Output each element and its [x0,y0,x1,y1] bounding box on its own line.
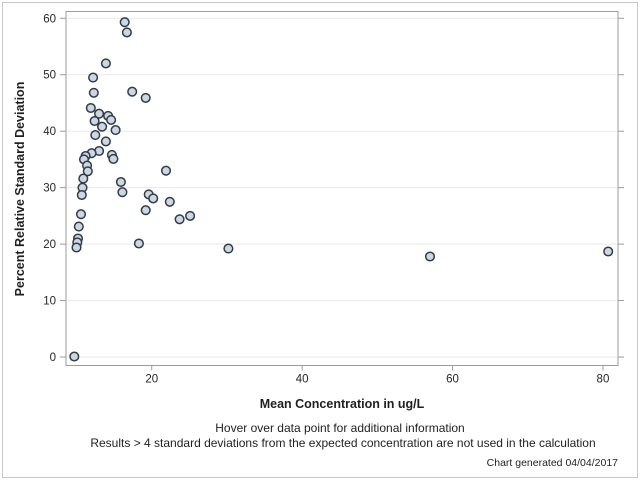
y-tick-label: 50 [43,70,56,82]
data-point[interactable] [160,165,172,176]
x-tick-label: 40 [296,374,309,386]
x-axis-title: Mean Concentration in ug/L [259,397,425,411]
data-point[interactable] [115,176,126,188]
data-point[interactable] [88,72,99,83]
data-point[interactable] [603,246,614,257]
data-point[interactable] [127,86,138,97]
data-point[interactable] [76,189,87,201]
data-point[interactable] [88,87,99,98]
data-point[interactable] [110,125,121,136]
y-tick-label: 0 [50,352,56,364]
data-point[interactable] [424,251,436,262]
data-point[interactable] [69,351,80,362]
data-point[interactable] [82,166,93,177]
data-point[interactable] [85,102,96,114]
data-point[interactable] [223,243,234,254]
data-point[interactable] [117,187,128,198]
data-point[interactable] [106,114,117,125]
data-point[interactable] [133,238,144,249]
data-point[interactable] [75,209,87,220]
data-point[interactable] [78,173,89,184]
chart-generated-note: Chart generated 04/04/2017 [486,457,618,469]
data-point[interactable] [100,58,111,69]
data-point[interactable] [90,130,101,141]
y-tick-label: 10 [43,296,56,308]
data-point[interactable] [73,221,84,232]
y-tick-label: 30 [43,183,56,195]
data-point[interactable] [71,242,82,253]
data-point[interactable] [164,196,175,207]
data-point[interactable] [97,121,108,132]
footnote-exclusion: Results > 4 standard deviations from the… [90,436,596,450]
data-point[interactable] [121,27,132,38]
data-point[interactable] [119,17,130,28]
data-point[interactable] [140,92,151,103]
data-point[interactable] [174,214,185,225]
data-point[interactable] [94,108,105,119]
data-point[interactable] [100,136,111,147]
x-tick-label: 20 [145,374,158,386]
data-point[interactable] [185,210,196,221]
data-point[interactable] [89,115,100,127]
y-axis-title: Percent Relative Standard Deviation [13,81,27,297]
plot-border [65,11,619,366]
x-tick-label: 60 [446,374,459,386]
data-point[interactable] [148,193,159,204]
footnote-hover: Hover over data point for additional inf… [215,421,465,435]
y-tick-label: 20 [43,239,56,251]
data-point[interactable] [108,153,119,164]
data-point[interactable] [140,205,151,216]
y-tick-label: 40 [43,126,56,138]
y-tick-label: 60 [43,13,56,25]
x-tick-label: 80 [597,374,610,386]
